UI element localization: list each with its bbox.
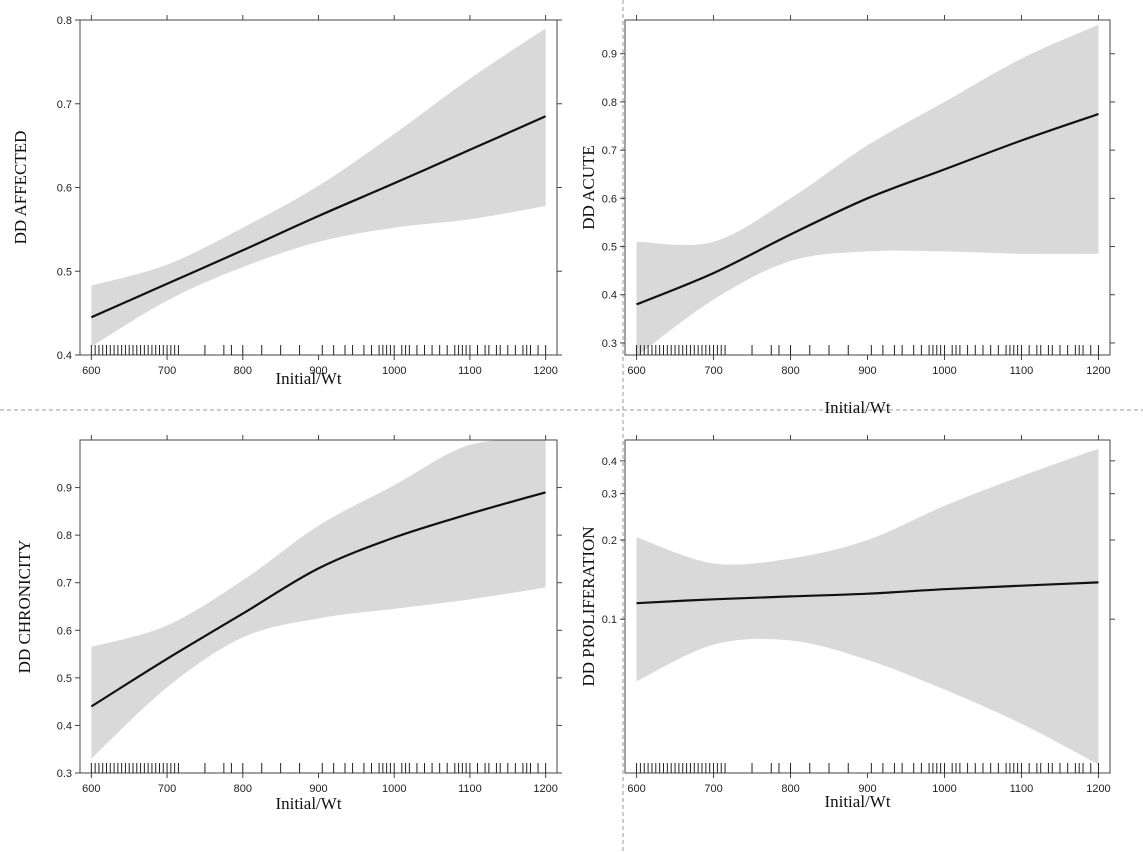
- y-tick-label: 0.7: [602, 145, 617, 157]
- y-tick-label: 0.6: [602, 193, 617, 205]
- x-tick-label: 1000: [932, 783, 956, 795]
- y-tick-label: 0.6: [57, 625, 72, 637]
- x-tick-label: 1200: [1086, 783, 1110, 795]
- panel-2: 600 700 800 900 1000 1100 1200 0.3 0.4 0.5 0.6 0.7 0…: [579, 15, 1115, 417]
- confidence-band: [91, 439, 546, 759]
- panel-3: 600 700 800 900 1000 1100 1200 0.3 0.4 0.5 0.6 0.7 0…: [15, 435, 562, 813]
- y-axis-title: DD ACUTE: [579, 145, 598, 230]
- confidence-band: [91, 28, 546, 347]
- y-axis-title: DD CHRONICITY: [15, 540, 34, 674]
- x-tick-label: 1200: [533, 365, 557, 377]
- x-axis-title: Initial/Wt: [824, 398, 890, 417]
- fitted-line: [636, 581, 1099, 605]
- x-tick-label: 1100: [458, 365, 482, 377]
- x-tick-label: 1000: [382, 365, 406, 377]
- x-tick-label: 1100: [1010, 365, 1034, 377]
- x-tick-label: 900: [309, 783, 327, 795]
- y-tick-label: 0.3: [602, 338, 617, 350]
- y-tick-label: 0.5: [57, 673, 72, 685]
- x-axis-title: Initial/Wt: [824, 792, 890, 811]
- y-tick-label: 0.2: [602, 535, 617, 547]
- fitted-line: [90, 115, 547, 319]
- x-tick-label: 800: [234, 783, 252, 795]
- y-tick-label: 0.1: [602, 614, 617, 626]
- fitted-line: [90, 491, 546, 708]
- y-axis-title: DD PROLIFERATION: [579, 526, 598, 686]
- x-tick-label: 900: [858, 365, 876, 377]
- fitted-line: [636, 112, 1099, 306]
- x-tick-label: 700: [158, 365, 176, 377]
- x-tick-label: 800: [781, 365, 799, 377]
- y-tick-label: 0.6: [57, 183, 72, 195]
- x-tick-label: 800: [781, 783, 799, 795]
- x-tick-label: 1100: [1010, 783, 1034, 795]
- x-tick-label: 900: [858, 783, 876, 795]
- x-tick-label: 1200: [1086, 365, 1110, 377]
- x-tick-label: 600: [82, 365, 100, 377]
- x-tick-label: 1000: [382, 783, 406, 795]
- x-tick-label: 700: [158, 783, 176, 795]
- y-tick-label: 0.9: [602, 49, 617, 61]
- y-tick-label: 0.9: [57, 483, 72, 495]
- panel-1: 600 700 800 900 1000 1100 1200 0.4 0.5 0.6 0.7 0.8 I…: [11, 15, 562, 388]
- x-tick-label: 700: [704, 783, 722, 795]
- x-tick-label: 600: [627, 783, 645, 795]
- y-tick-label: 0.7: [57, 578, 72, 590]
- y-tick-label: 0.5: [57, 266, 72, 278]
- y-tick-label: 0.3: [57, 768, 72, 780]
- x-tick-label: 600: [627, 365, 645, 377]
- y-tick-label: 0.4: [602, 456, 617, 468]
- x-tick-label: 1200: [533, 783, 557, 795]
- y-tick-label: 0.8: [57, 15, 72, 27]
- y-tick-label: 0.5: [602, 242, 617, 254]
- y-tick-label: 0.4: [57, 350, 72, 362]
- panel-4: 600 700 800 900 1000 1100 1200 0.1 0.2 0.3 0.4 Init…: [579, 435, 1115, 811]
- x-tick-label: 1000: [932, 365, 956, 377]
- y-tick-label: 0.4: [602, 290, 617, 302]
- x-axis-title: Initial/Wt: [275, 794, 341, 813]
- x-tick-label: 600: [82, 783, 100, 795]
- y-tick-label: 0.8: [602, 97, 617, 109]
- y-tick-label: 0.3: [602, 489, 617, 501]
- y-tick-label: 0.4: [57, 720, 72, 732]
- confidence-band: [636, 24, 1099, 357]
- x-tick-label: 1100: [458, 783, 482, 795]
- x-tick-label: 800: [234, 365, 252, 377]
- x-axis-title: Initial/Wt: [275, 369, 341, 388]
- y-axis-title: DD AFFECTED: [11, 131, 30, 245]
- y-tick-label: 0.7: [57, 99, 72, 111]
- x-tick-label: 900: [309, 365, 327, 377]
- x-tick-label: 700: [704, 365, 722, 377]
- y-tick-label: 0.8: [57, 530, 72, 542]
- confidence-band: [636, 448, 1099, 765]
